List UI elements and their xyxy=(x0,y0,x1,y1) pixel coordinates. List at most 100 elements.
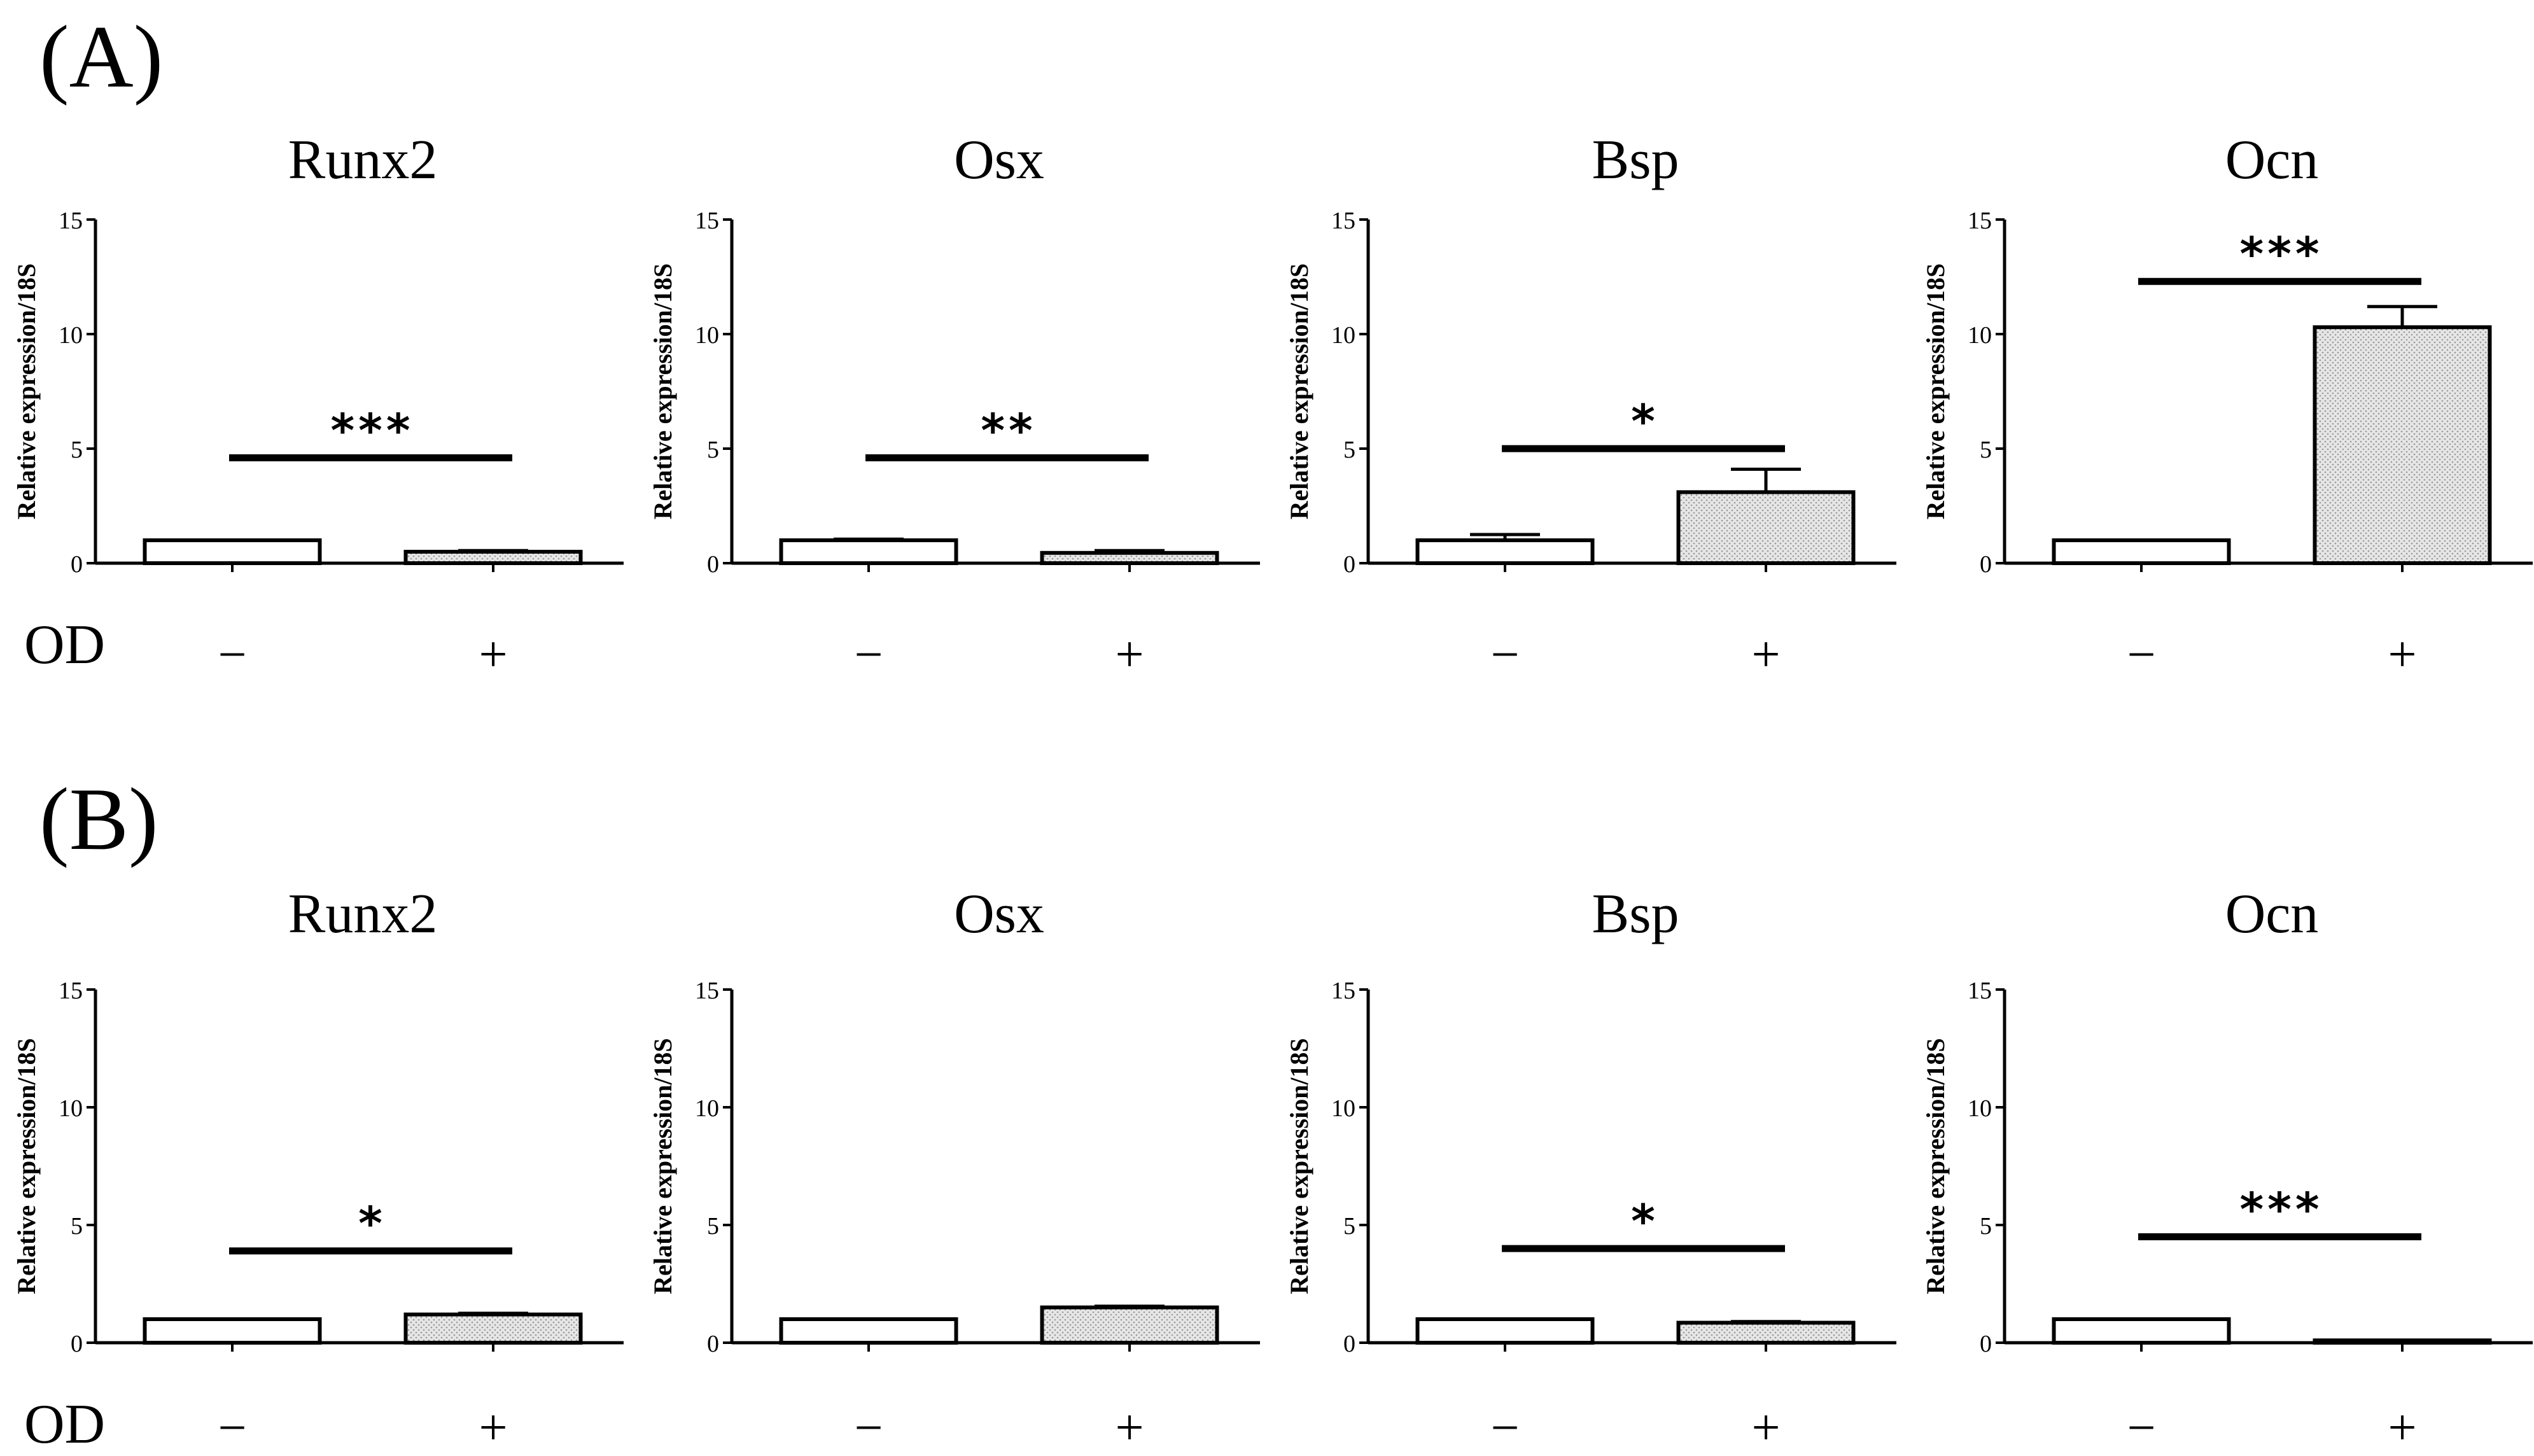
y-axis-label: Relative expression/18S xyxy=(1285,263,1313,520)
chart-a-runx2: Runx2 Relative expression/18S 0 5 10 15 − + *** xyxy=(12,129,624,683)
y-tick-label: 10 xyxy=(59,322,83,349)
bar-minus xyxy=(779,538,958,565)
y-tick-label: 10 xyxy=(1968,1095,1992,1122)
y-tick-label: 0 xyxy=(707,551,719,578)
chart-a-bsp: Bsp Relative expression/18S 0 5 10 15 − + * xyxy=(1285,129,1896,683)
od-label-b: OD xyxy=(24,1394,106,1455)
significance-stars: * xyxy=(1631,1194,1659,1248)
od-minus-label: − xyxy=(2127,627,2155,683)
y-axis-label: Relative expression/18S xyxy=(1921,263,1950,520)
y-tick-label: 15 xyxy=(59,207,83,234)
y-tick-label: 15 xyxy=(1968,207,1992,234)
y-axis-label: Relative expression/18S xyxy=(648,263,677,520)
y-tick-label: 0 xyxy=(1343,1331,1355,1357)
chart-title: Runx2 xyxy=(288,883,438,945)
od-minus-label: − xyxy=(218,627,246,683)
chart-b-osx: Osx Relative expression/18S 0 5 10 15 − + xyxy=(648,883,1260,1456)
bar-minus xyxy=(1415,538,1595,565)
bar-minus xyxy=(2052,1317,2231,1345)
od-minus-label: − xyxy=(218,1400,246,1456)
chart-a-ocn: Ocn Relative expression/18S 0 5 10 15 − + *** xyxy=(1921,129,2533,683)
y-axis-label: Relative expression/18S xyxy=(12,1038,41,1294)
bar-plus xyxy=(403,550,583,565)
chart-title: Bsp xyxy=(1592,883,1679,945)
y-axis-label: Relative expression/18S xyxy=(648,1038,677,1294)
significance-stars: ** xyxy=(981,403,1036,457)
y-tick-label: 15 xyxy=(695,977,719,1004)
chart-b-runx2: Runx2 Relative expression/18S 0 5 10 15 − + * xyxy=(12,883,624,1456)
od-minus-label: − xyxy=(2127,1400,2155,1456)
bar-minus xyxy=(2052,538,2231,565)
od-plus-label: + xyxy=(1115,1400,1144,1456)
y-tick-label: 5 xyxy=(707,437,719,463)
chart-b-ocn: Ocn Relative expression/18S 0 5 10 15 − + *** xyxy=(1921,883,2533,1456)
bar-minus xyxy=(143,1317,322,1345)
y-tick-label: 5 xyxy=(1980,1213,1992,1240)
od-plus-label: + xyxy=(1751,627,1780,683)
bar-plus xyxy=(1040,1305,1219,1345)
chart-title: Osx xyxy=(954,129,1044,191)
y-tick-label: 15 xyxy=(59,977,83,1004)
od-minus-label: − xyxy=(1490,627,1519,683)
significance-stars: * xyxy=(358,1197,386,1250)
y-tick-label: 5 xyxy=(1343,437,1355,463)
y-axis-label: Relative expression/18S xyxy=(1921,1038,1950,1294)
y-tick-label: 5 xyxy=(71,437,83,463)
y-tick-label: 10 xyxy=(695,322,719,349)
od-minus-label: − xyxy=(854,1400,883,1456)
y-tick-label: 0 xyxy=(1980,551,1992,578)
y-axis-label: Relative expression/18S xyxy=(12,263,41,520)
significance-stars: *** xyxy=(2240,227,2323,281)
bar-plus xyxy=(2313,1338,2492,1345)
bar-plus xyxy=(1676,1320,1856,1345)
y-tick-label: 10 xyxy=(1968,322,1992,349)
significance-stars: * xyxy=(1631,395,1659,448)
chart-a-osx: Osx Relative expression/18S 0 5 10 15 − + ** xyxy=(648,129,1260,683)
od-plus-label: + xyxy=(1751,1400,1780,1456)
y-tick-label: 5 xyxy=(71,1213,83,1240)
chart-title: Ocn xyxy=(2225,883,2319,945)
significance-stars: *** xyxy=(331,403,414,457)
bar-plus xyxy=(1676,490,1856,566)
chart-title: Osx xyxy=(954,883,1044,945)
bar-minus xyxy=(779,1317,958,1345)
chart-title: Bsp xyxy=(1592,129,1679,191)
y-tick-label: 5 xyxy=(707,1213,719,1240)
panel-label-b: (B) xyxy=(39,770,158,869)
y-tick-label: 15 xyxy=(1331,977,1355,1004)
od-plus-label: + xyxy=(2388,1400,2416,1456)
panel-label-a: (A) xyxy=(39,8,164,106)
y-tick-label: 5 xyxy=(1343,1213,1355,1240)
y-tick-label: 0 xyxy=(71,1331,83,1357)
od-minus-label: − xyxy=(1490,1400,1519,1456)
bar-minus xyxy=(143,538,322,565)
od-plus-label: + xyxy=(1115,627,1144,683)
y-tick-label: 15 xyxy=(695,207,719,234)
bar-minus xyxy=(1415,1317,1595,1345)
bar-plus xyxy=(2313,325,2492,565)
y-tick-label: 15 xyxy=(1331,207,1355,234)
y-tick-label: 10 xyxy=(1331,322,1355,349)
y-tick-label: 0 xyxy=(707,1331,719,1357)
significance-stars: *** xyxy=(2240,1183,2323,1236)
od-plus-label: + xyxy=(2388,627,2416,683)
y-tick-label: 0 xyxy=(1343,551,1355,578)
od-minus-label: − xyxy=(854,627,883,683)
y-tick-label: 15 xyxy=(1968,977,1992,1004)
chart-title: Runx2 xyxy=(288,129,438,191)
y-tick-label: 0 xyxy=(1980,1331,1992,1357)
od-plus-label: + xyxy=(479,1400,507,1456)
od-plus-label: + xyxy=(479,627,507,683)
chart-title: Ocn xyxy=(2225,129,2319,191)
y-tick-label: 10 xyxy=(59,1095,83,1122)
y-tick-label: 0 xyxy=(71,551,83,578)
y-axis-label: Relative expression/18S xyxy=(1285,1038,1313,1294)
od-label-a: OD xyxy=(24,614,106,676)
y-tick-label: 5 xyxy=(1980,437,1992,463)
bar-plus xyxy=(1040,550,1219,565)
bar-plus xyxy=(403,1312,583,1345)
chart-b-bsp: Bsp Relative expression/18S 0 5 10 15 − + * xyxy=(1285,883,1896,1456)
y-tick-label: 10 xyxy=(695,1095,719,1122)
y-tick-label: 10 xyxy=(1331,1095,1355,1122)
